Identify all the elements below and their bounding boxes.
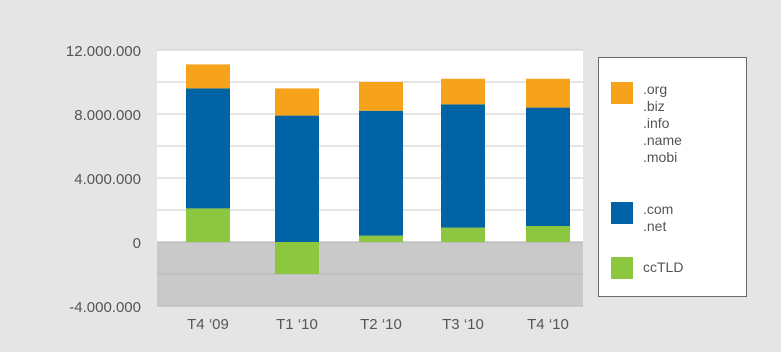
bar-com_net-4 [526, 107, 570, 226]
bar-cctld-2 [359, 235, 403, 242]
legend-swatch-org-group [611, 82, 633, 104]
y-tick-label: 0 [133, 235, 141, 252]
bar-org_group-1 [275, 88, 319, 116]
legend-label-net: .net [643, 218, 667, 234]
bar-org_group-2 [359, 82, 403, 111]
bar-cctld-4 [526, 226, 570, 242]
legend-label-mobi: .mobi [643, 149, 678, 165]
bar-com_net-1 [275, 115, 319, 242]
bar-cctld-0 [186, 208, 230, 242]
legend-label-info: .info [643, 115, 670, 131]
legend-label-com: .com [643, 201, 674, 217]
y-tick-label: -4.000.000 [69, 299, 141, 316]
bar-com_net-3 [441, 104, 485, 228]
bar-cctld-3 [441, 227, 485, 242]
bar-com_net-0 [186, 88, 230, 209]
y-tick-label: 8.000.000 [74, 107, 141, 124]
bar-org_group-4 [526, 78, 570, 108]
bar-org_group-3 [441, 78, 485, 105]
bar-org_group-0 [186, 64, 230, 89]
y-tick-label: 4.000.000 [74, 171, 141, 188]
x-tick-label: T1 ‘10 [276, 316, 318, 333]
x-tick-label: T4 ‘10 [527, 316, 569, 333]
legend-swatch-com-net [611, 202, 633, 224]
bar-com_net-2 [359, 110, 403, 236]
x-tick-label: T3 ‘10 [442, 316, 484, 333]
legend-label-name: .name [643, 132, 682, 148]
legend-label-biz: .biz [643, 98, 665, 114]
legend-label-org: .org [643, 81, 668, 97]
chart-legend: .org .biz .info .name .mobi .com .net cc… [598, 57, 747, 297]
bar-cctld-1 [275, 242, 319, 274]
x-tick-label: T2 ‘10 [360, 316, 402, 333]
legend-label-cctld: ccTLD [643, 259, 684, 275]
y-tick-label: 12.000.000 [66, 43, 141, 60]
x-tick-label: T4 ‘09 [187, 316, 229, 333]
legend-swatch-cctld [611, 257, 633, 279]
